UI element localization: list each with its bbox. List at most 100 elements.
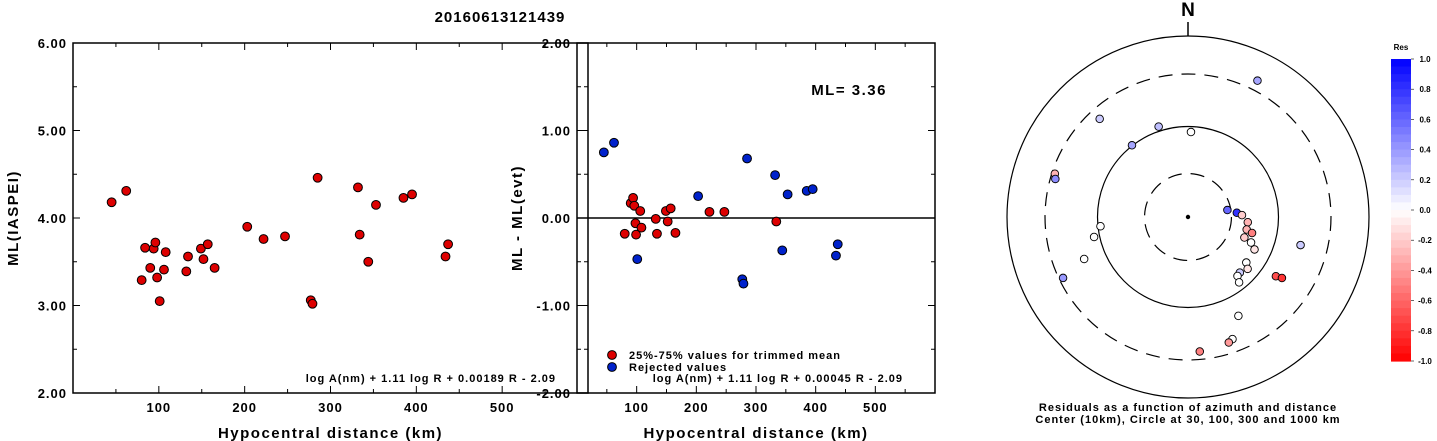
data-point xyxy=(183,251,193,262)
y-tick-label: 5.00 xyxy=(38,124,67,139)
colorbar-label: 0.6 xyxy=(1419,115,1431,124)
x-tick-label: 400 xyxy=(404,400,429,415)
colorbar-segment xyxy=(1391,172,1411,181)
data-point xyxy=(106,197,117,208)
legend-label: Rejected values xyxy=(629,362,727,374)
data-point xyxy=(738,278,749,289)
colorbar-label: 0.0 xyxy=(1419,206,1431,215)
data-point xyxy=(665,203,676,214)
colorbar-segment xyxy=(1391,293,1411,302)
legend-marker xyxy=(607,350,617,360)
data-point xyxy=(307,298,318,309)
x-axis-label: Hypocentral distance (km) xyxy=(218,425,443,441)
y-tick-label: 3.00 xyxy=(38,299,67,314)
north-label: N xyxy=(1181,0,1195,21)
colorbar-segment xyxy=(1391,81,1411,90)
data-point xyxy=(195,243,206,254)
colorbar-label: -1.0 xyxy=(1418,357,1432,366)
data-point xyxy=(202,239,213,250)
y-tick-label: 1.00 xyxy=(542,124,571,139)
ml-annotation: ML= 3.36 xyxy=(811,82,887,99)
colorbar-label: -0.6 xyxy=(1418,297,1432,306)
station-point xyxy=(1246,238,1256,247)
colorbar-segment xyxy=(1391,59,1411,68)
data-point xyxy=(363,256,374,267)
colorbar-segment xyxy=(1391,345,1411,355)
x-tick-label: 500 xyxy=(863,400,888,415)
station-point xyxy=(1195,347,1205,356)
data-point xyxy=(652,228,662,239)
station-point xyxy=(1079,254,1089,264)
data-point xyxy=(159,264,169,275)
station-point xyxy=(1277,273,1287,283)
x-tick-label: 400 xyxy=(803,400,828,415)
data-point xyxy=(353,182,363,193)
data-point xyxy=(770,170,780,181)
colorbar-segment xyxy=(1391,74,1411,83)
x-tick-label: 300 xyxy=(318,400,343,415)
data-point xyxy=(777,245,788,256)
data-point xyxy=(258,234,269,244)
colorbar-segment xyxy=(1391,187,1411,196)
data-point xyxy=(198,254,209,265)
data-point xyxy=(636,222,647,233)
y-tick-label: 2.00 xyxy=(542,36,571,51)
x-tick-label: 100 xyxy=(146,400,171,415)
data-point xyxy=(398,192,409,203)
colorbar-segment xyxy=(1391,300,1411,309)
data-point xyxy=(619,228,630,239)
circle-30km xyxy=(1143,172,1233,262)
station-point xyxy=(1234,311,1243,321)
station-point xyxy=(1095,114,1104,124)
colorbar-title: Res xyxy=(1394,43,1409,52)
x-tick-label: 500 xyxy=(490,400,515,415)
data-point xyxy=(628,192,638,203)
y-axis-label: ML(IASPEI) xyxy=(5,170,22,266)
data-point xyxy=(280,231,290,242)
data-point xyxy=(650,213,661,224)
legend-marker xyxy=(607,362,617,372)
colorbar-segment xyxy=(1391,149,1411,158)
colorbar-segment xyxy=(1391,338,1411,347)
data-point xyxy=(312,172,323,183)
colorbar-segment xyxy=(1391,315,1411,324)
station-point xyxy=(1096,221,1105,231)
colorbar-label: 1.0 xyxy=(1419,55,1431,64)
colorbar-segment xyxy=(1391,164,1411,173)
data-point xyxy=(354,229,365,240)
y-tick-label: 4.00 xyxy=(38,211,67,226)
plot-residual-vs-distance: 100 200 300 400 500 -2.00 -1.00 0.00 1.00 2.00 Hyp… xyxy=(509,36,936,441)
data-point xyxy=(719,206,730,217)
plot-ml-vs-distance: 100 200 300 400 500 2.00 3.00 4.00 5.00 6.00 Hypoc… xyxy=(5,36,589,441)
polar-caption-2: Center (10km), Circle at 30, 100, 300 an… xyxy=(1035,414,1340,426)
station-point xyxy=(1051,174,1060,184)
colorbar-segment xyxy=(1391,134,1411,143)
colorbar-label: -0.4 xyxy=(1418,266,1432,275)
data-point xyxy=(631,229,641,240)
data-point xyxy=(598,147,609,158)
colorbar-segment xyxy=(1391,179,1411,188)
station-point xyxy=(1223,205,1232,215)
colorbar-segment xyxy=(1391,194,1411,204)
data-point xyxy=(670,227,681,238)
data-point xyxy=(832,239,843,250)
station-point xyxy=(1058,273,1068,283)
data-point xyxy=(662,216,673,227)
colorbar-segment xyxy=(1391,217,1411,226)
x-tick-label: 200 xyxy=(684,400,709,415)
station-point xyxy=(1237,210,1247,220)
colorbar-label: -0.8 xyxy=(1418,327,1432,336)
data-point xyxy=(693,191,704,202)
colorbar-label: 0.8 xyxy=(1419,85,1431,94)
colorbar-segment xyxy=(1391,247,1411,256)
data-point xyxy=(154,296,165,307)
colorbar-segment xyxy=(1391,210,1411,219)
data-point xyxy=(771,216,782,227)
colorbar-segment xyxy=(1391,157,1411,166)
data-point xyxy=(742,153,752,164)
station-point xyxy=(1253,76,1262,85)
page-title: 20160613121439 xyxy=(434,9,566,26)
station-point xyxy=(1247,228,1257,238)
data-point xyxy=(443,239,453,250)
